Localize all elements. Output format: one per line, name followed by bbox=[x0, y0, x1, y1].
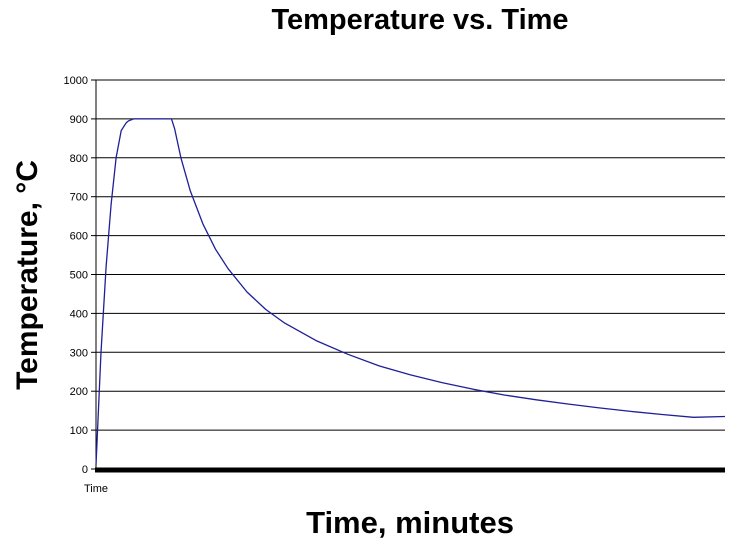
y-tick-label-600: 600 bbox=[70, 231, 88, 243]
y-tick-label-700: 700 bbox=[70, 192, 88, 204]
y-tick-label-900: 900 bbox=[70, 114, 88, 126]
y-tick-label-0: 0 bbox=[82, 464, 88, 476]
y-tick-label-400: 400 bbox=[70, 308, 88, 320]
y-tick-label-1000: 1000 bbox=[64, 75, 88, 87]
y-tick-label-200: 200 bbox=[70, 386, 88, 398]
x-axis-title: Time, minutes bbox=[306, 505, 514, 540]
y-tick-label-500: 500 bbox=[70, 270, 88, 282]
y-tick-label-100: 100 bbox=[70, 425, 88, 437]
y-tick-label-800: 800 bbox=[70, 153, 88, 165]
series-line-0 bbox=[95, 118, 726, 466]
x-tick-label-0: Time bbox=[84, 483, 108, 495]
chart-title: Temperature vs. Time bbox=[271, 4, 569, 36]
y-tick-label-300: 300 bbox=[70, 347, 88, 359]
